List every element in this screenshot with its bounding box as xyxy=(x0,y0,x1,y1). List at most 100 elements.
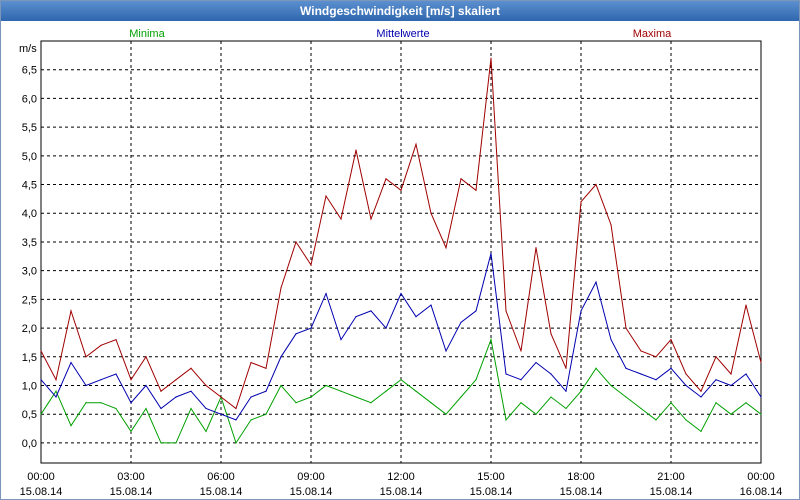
data-point xyxy=(70,310,72,312)
data-point xyxy=(580,390,582,392)
data-point xyxy=(535,413,537,415)
data-point xyxy=(400,379,402,381)
y-axis-label: m/s xyxy=(19,43,37,55)
data-point xyxy=(760,396,762,398)
data-point xyxy=(340,390,342,392)
y-tick-label: 1,5 xyxy=(22,352,37,364)
data-point xyxy=(745,304,747,306)
data-point xyxy=(325,195,327,197)
data-point xyxy=(370,402,372,404)
data-point xyxy=(460,396,462,398)
x-tick-date: 15.08.14 xyxy=(380,486,423,498)
data-point xyxy=(250,419,252,421)
x-tick-time: 00:00 xyxy=(27,471,55,483)
data-point xyxy=(205,384,207,387)
data-point xyxy=(340,338,342,341)
x-tick-time: 06:00 xyxy=(207,471,235,483)
data-point xyxy=(130,430,132,433)
data-point xyxy=(325,293,327,295)
data-point xyxy=(475,310,477,312)
data-point xyxy=(310,327,312,329)
data-point xyxy=(430,304,432,306)
data-point xyxy=(430,402,432,404)
data-point xyxy=(430,212,432,214)
data-point xyxy=(235,442,237,444)
data-point xyxy=(715,379,717,381)
data-point xyxy=(310,264,312,266)
data-point xyxy=(220,413,222,415)
data-point xyxy=(100,402,102,404)
data-point xyxy=(130,379,132,381)
x-tick-time: 03:00 xyxy=(117,471,145,483)
data-point xyxy=(355,315,357,318)
data-point xyxy=(340,218,342,220)
data-point xyxy=(85,356,87,358)
x-tick-date: 15.08.14 xyxy=(110,486,153,498)
y-tick-label: 5,0 xyxy=(22,151,37,163)
data-point xyxy=(490,338,492,341)
data-point xyxy=(160,407,162,410)
data-point xyxy=(625,396,627,398)
data-point xyxy=(760,361,762,364)
data-point xyxy=(115,373,117,375)
y-tick-label: 3,0 xyxy=(22,266,37,278)
data-point xyxy=(520,402,522,404)
data-point xyxy=(565,367,567,369)
data-point xyxy=(745,373,747,375)
data-point xyxy=(685,384,687,387)
data-point xyxy=(55,379,57,381)
data-point xyxy=(85,384,87,387)
data-point xyxy=(40,379,42,381)
data-point xyxy=(205,407,207,410)
data-point xyxy=(280,356,282,358)
data-point xyxy=(550,373,552,375)
data-point xyxy=(610,338,612,341)
data-point xyxy=(310,396,312,398)
data-point xyxy=(595,281,597,283)
y-tick-label: 4,5 xyxy=(22,180,37,192)
data-point xyxy=(190,390,192,392)
data-point xyxy=(55,396,57,398)
data-point xyxy=(745,402,747,404)
data-point xyxy=(295,241,297,243)
data-point xyxy=(280,384,282,387)
data-point xyxy=(400,293,402,295)
data-point xyxy=(100,344,102,346)
data-point xyxy=(610,224,612,226)
x-tick-date: 15.08.14 xyxy=(20,486,63,498)
x-tick-time: 15:00 xyxy=(477,471,505,483)
data-point xyxy=(730,373,732,375)
data-point xyxy=(40,413,42,415)
data-point xyxy=(535,361,537,364)
data-point xyxy=(400,189,402,191)
data-point xyxy=(535,247,537,249)
data-point xyxy=(655,356,657,358)
data-point xyxy=(700,396,702,398)
data-point xyxy=(685,419,687,421)
data-point xyxy=(670,338,672,341)
data-point xyxy=(715,356,717,358)
data-point xyxy=(85,402,87,404)
x-tick-date: 15.08.14 xyxy=(560,486,603,498)
data-point xyxy=(70,361,72,364)
data-point xyxy=(385,390,387,392)
data-point xyxy=(610,384,612,387)
data-point xyxy=(220,396,222,398)
data-point xyxy=(520,350,522,352)
data-point xyxy=(595,183,597,186)
data-point xyxy=(190,407,192,410)
data-point xyxy=(580,310,582,312)
y-tick-label: 0,5 xyxy=(22,409,37,421)
x-tick-time: 18:00 xyxy=(567,471,595,483)
data-point xyxy=(625,327,627,329)
data-point xyxy=(730,413,732,415)
y-tick-label: 6,5 xyxy=(22,65,37,77)
legend-mittelwerte: Mittelwerte xyxy=(376,28,429,40)
data-point xyxy=(715,402,717,404)
x-tick-date: 15.08.14 xyxy=(290,486,333,498)
x-tick-date: 15.08.14 xyxy=(470,486,513,498)
data-point xyxy=(145,356,147,358)
data-point xyxy=(250,361,252,364)
y-tick-label: 5,5 xyxy=(22,122,37,134)
